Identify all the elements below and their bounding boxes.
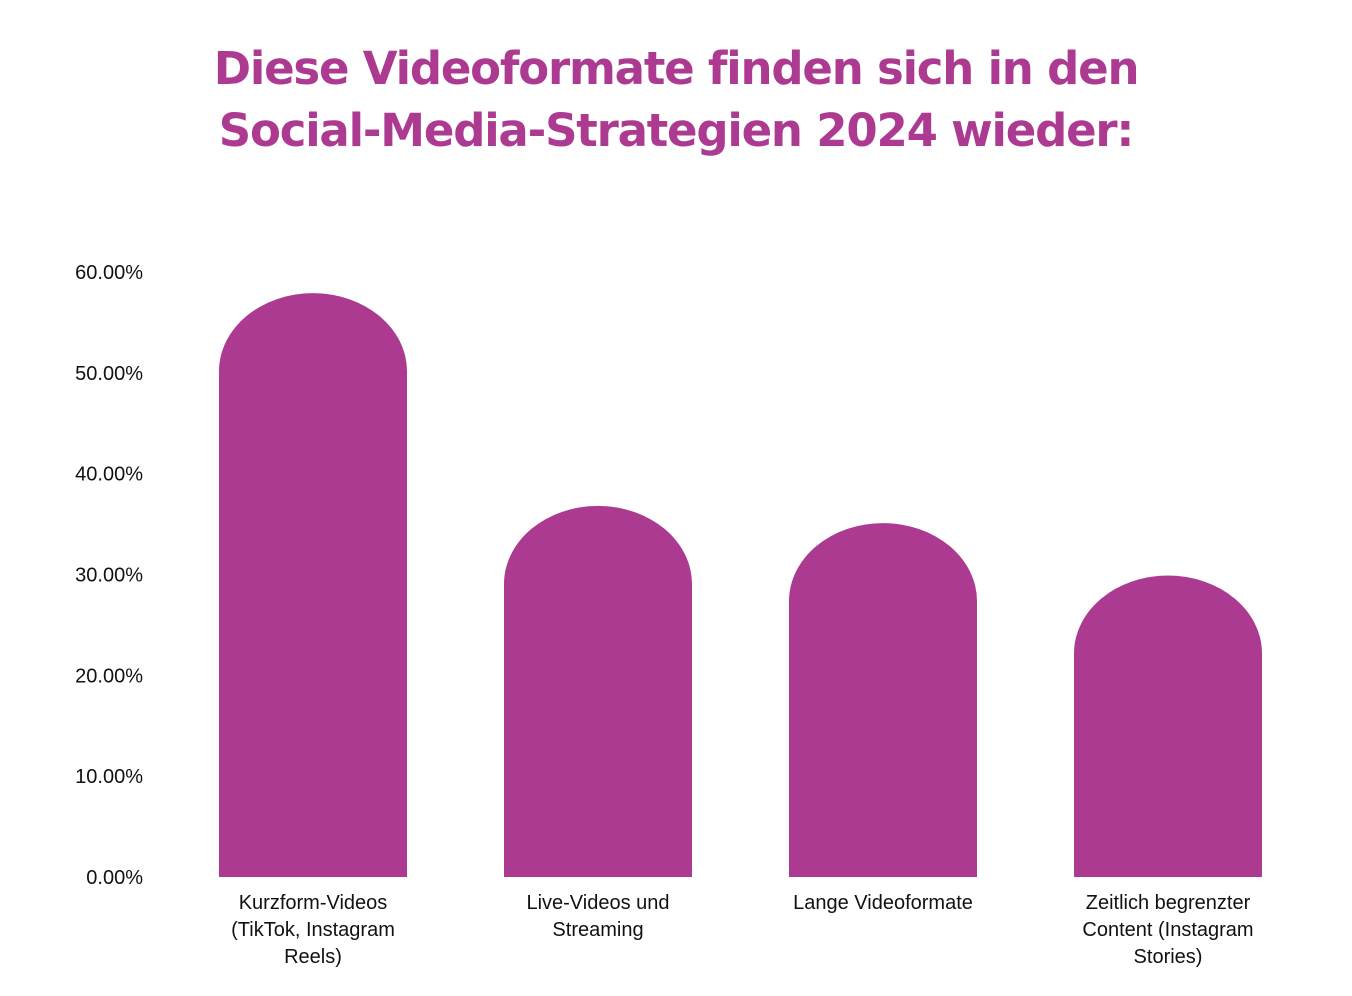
x-category-label-line: Live-Videos und — [526, 892, 670, 914]
x-category-label: Live-Videos und Streaming — [478, 890, 718, 944]
x-category-label-line: Lange Videoformate — [793, 892, 973, 914]
y-tick-label: 10.00% — [75, 766, 143, 788]
bar — [1074, 575, 1262, 877]
y-tick-label: 40.00% — [75, 464, 143, 486]
bar — [789, 523, 977, 877]
x-category-label-line: Kurzform-Videos — [238, 892, 388, 914]
x-category-label-line: Zeitlich begrenzter — [1085, 892, 1251, 914]
y-tick-label: 60.00% — [75, 262, 143, 284]
x-category-label-line: (TikTok, Instagram — [231, 919, 395, 941]
bar — [219, 293, 407, 877]
chart-title: Diese Videoformate finden sich in den So… — [0, 38, 1352, 162]
x-category-label-line: Stories) — [1133, 946, 1203, 968]
x-category-label-line: Reels) — [284, 946, 342, 968]
chart-title-line-2: Social-Media-Strategien 2024 wieder: — [218, 104, 1135, 157]
bar — [504, 505, 692, 877]
y-tick-label: 50.00% — [75, 363, 143, 385]
x-category-label: Kurzform-Videos (TikTok, Instagram Reels) — [193, 890, 433, 971]
y-tick-label: 0.00% — [86, 867, 143, 889]
chart-title-line-1: Diese Videoformate finden sich in den — [213, 42, 1140, 95]
y-tick-label: 20.00% — [75, 665, 143, 687]
x-category-label-line: Content (Instagram — [1082, 919, 1254, 941]
x-category-label-line: Streaming — [552, 919, 644, 941]
y-tick-label: 30.00% — [75, 565, 143, 587]
x-category-label: Zeitlich begrenzter Content (Instagram Sto… — [1048, 890, 1288, 971]
x-category-label: Lange Videoformate — [763, 890, 1003, 917]
